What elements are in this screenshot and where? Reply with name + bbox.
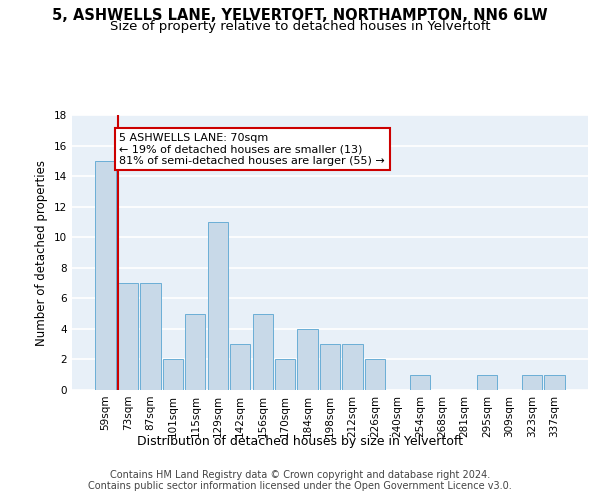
Y-axis label: Number of detached properties: Number of detached properties	[35, 160, 49, 346]
Bar	[118, 283, 138, 390]
Bar	[185, 314, 205, 390]
Bar	[208, 222, 228, 390]
Bar	[320, 344, 340, 390]
Text: Distribution of detached houses by size in Yelvertoft: Distribution of detached houses by size …	[137, 435, 463, 448]
Text: Contains public sector information licensed under the Open Government Licence v3: Contains public sector information licen…	[88, 481, 512, 491]
Bar	[477, 374, 497, 390]
Bar	[275, 360, 295, 390]
Text: Contains HM Land Registry data © Crown copyright and database right 2024.: Contains HM Land Registry data © Crown c…	[110, 470, 490, 480]
Bar	[522, 374, 542, 390]
Bar	[95, 161, 116, 390]
Bar	[365, 360, 385, 390]
Text: Size of property relative to detached houses in Yelvertoft: Size of property relative to detached ho…	[110, 20, 490, 33]
Text: 5, ASHWELLS LANE, YELVERTOFT, NORTHAMPTON, NN6 6LW: 5, ASHWELLS LANE, YELVERTOFT, NORTHAMPTO…	[52, 8, 548, 22]
Bar	[230, 344, 250, 390]
Bar	[140, 283, 161, 390]
Bar	[544, 374, 565, 390]
Bar	[298, 329, 317, 390]
Bar	[163, 360, 183, 390]
Bar	[343, 344, 362, 390]
Text: 5 ASHWELLS LANE: 70sqm
← 19% of detached houses are smaller (13)
81% of semi-det: 5 ASHWELLS LANE: 70sqm ← 19% of detached…	[119, 132, 385, 166]
Bar	[410, 374, 430, 390]
Bar	[253, 314, 273, 390]
